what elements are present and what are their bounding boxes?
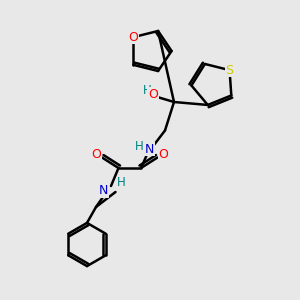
Text: H: H [142,83,152,97]
Text: N: N [145,142,154,156]
Text: S: S [226,64,233,76]
Text: O: O [159,148,168,161]
Text: O: O [91,148,101,161]
Text: H: H [117,176,126,189]
Text: O: O [128,31,138,44]
Text: N: N [99,184,108,197]
Text: H: H [135,140,144,153]
Text: O: O [148,88,158,101]
